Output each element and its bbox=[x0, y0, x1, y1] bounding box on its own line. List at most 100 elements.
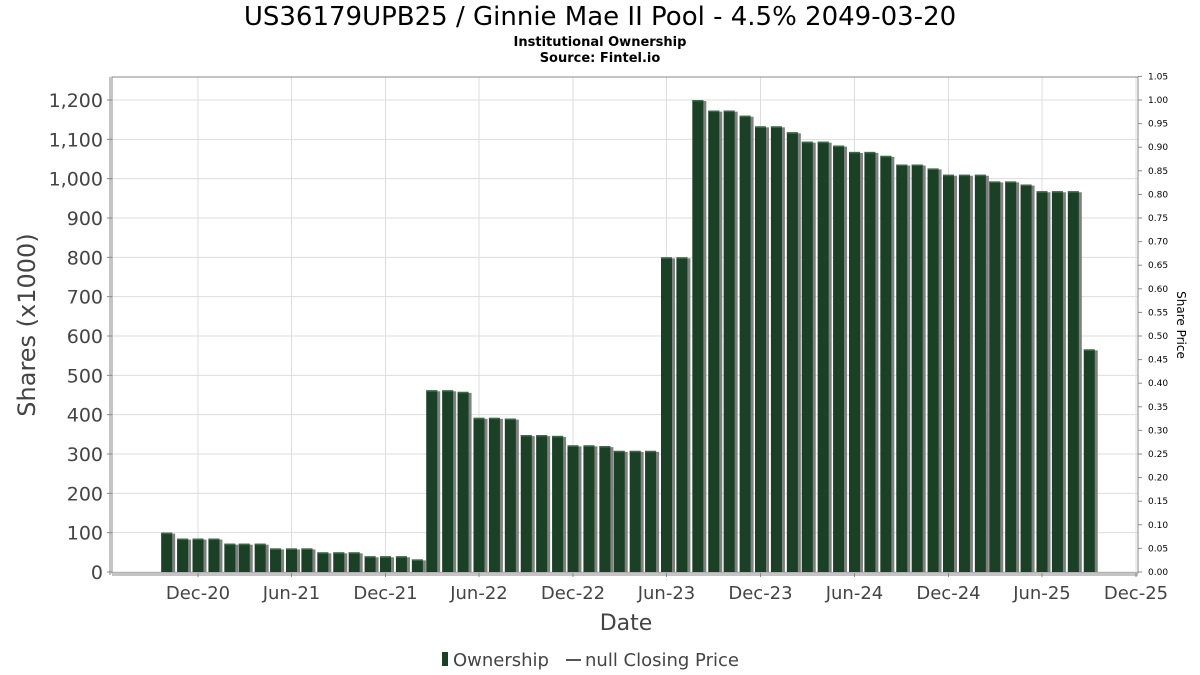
bar-top-edge bbox=[238, 543, 250, 546]
x-tick-label: Dec-22 bbox=[541, 583, 605, 604]
bar-top-edge bbox=[958, 174, 970, 177]
bar-top-edge bbox=[536, 435, 548, 437]
ownership-bar bbox=[567, 445, 579, 572]
y2-axis-label: Share Price bbox=[1174, 291, 1188, 359]
y-tick-label: 900 bbox=[67, 208, 103, 230]
ownership-bar bbox=[224, 543, 236, 572]
ownership-bar bbox=[192, 538, 204, 572]
ownership-bar bbox=[864, 151, 876, 573]
y2-tick-label: 0.45 bbox=[1148, 356, 1168, 366]
bar-top-edge bbox=[1083, 349, 1095, 351]
bar-top-edge bbox=[801, 141, 813, 144]
bar-top-edge bbox=[723, 110, 735, 113]
plot-border bbox=[111, 76, 1139, 574]
ownership-bar bbox=[442, 390, 454, 572]
y2-tick-label: 0.15 bbox=[1148, 497, 1168, 507]
bar-top-edge bbox=[426, 390, 438, 392]
bar-top-edge bbox=[848, 151, 860, 154]
y-tick-label: 500 bbox=[67, 365, 103, 387]
bar-top-edge bbox=[254, 543, 266, 546]
y2-tick-label: 0.70 bbox=[1148, 238, 1168, 248]
bar-top-edge bbox=[880, 155, 892, 158]
y2-tick-label: 0.60 bbox=[1148, 285, 1168, 295]
ownership-bar bbox=[692, 100, 704, 572]
bar-top-edge bbox=[301, 548, 313, 550]
bar-top-edge bbox=[364, 556, 376, 558]
ownership-bar bbox=[552, 435, 564, 572]
bar-top-edge bbox=[1051, 191, 1063, 193]
ownership-bar bbox=[379, 556, 391, 572]
bar-top-edge bbox=[1067, 191, 1079, 193]
ownership-bar bbox=[676, 257, 688, 572]
bar-top-edge bbox=[177, 538, 189, 541]
x-axis-label: Date bbox=[600, 611, 653, 636]
plot-frame bbox=[109, 76, 1139, 576]
y-tick-label: 1,200 bbox=[49, 90, 103, 112]
x-axis: Dec-20 Jun-21 Dec-21 Jun-22 Dec-22 Jun-23 Dec-… bbox=[166, 573, 1168, 604]
ownership-bar bbox=[536, 435, 548, 572]
x-tick-label: Jun-23 bbox=[637, 583, 696, 604]
ownership-bar bbox=[1083, 349, 1095, 572]
ownership-bar bbox=[583, 445, 595, 572]
ownership-bar bbox=[488, 417, 500, 572]
ownership-bar bbox=[880, 155, 892, 572]
chart-source: Source: Fintel.io bbox=[539, 51, 661, 66]
ownership-bar bbox=[739, 115, 751, 572]
y2-tick-label: 0.65 bbox=[1148, 261, 1168, 271]
y2-tick-label: 0.30 bbox=[1148, 426, 1168, 436]
bar-top-edge bbox=[645, 450, 657, 453]
ownership-bar bbox=[208, 538, 220, 572]
y2-tick-label: 0.85 bbox=[1148, 167, 1168, 177]
ownership-bar bbox=[708, 110, 720, 573]
y-tick-label: 400 bbox=[67, 405, 103, 427]
ownership-bar bbox=[364, 556, 376, 572]
ownership-bar bbox=[723, 110, 735, 573]
bar-top-edge bbox=[974, 174, 986, 177]
bar-top-edge bbox=[786, 132, 798, 134]
y2-tick-label: 0.40 bbox=[1148, 379, 1168, 389]
y-axis-label: Shares (x1000) bbox=[13, 233, 41, 416]
ownership-bar bbox=[177, 538, 189, 572]
bar-top-edge bbox=[395, 556, 407, 558]
x-tick-label: Dec-23 bbox=[728, 583, 792, 604]
ownership-bar bbox=[1036, 191, 1048, 572]
x-tick-label: Jun-24 bbox=[825, 583, 884, 604]
ownership-bar bbox=[504, 418, 516, 572]
ownership-bar bbox=[161, 532, 173, 572]
bar-top-edge bbox=[692, 100, 704, 102]
bar-top-edge bbox=[676, 257, 688, 259]
ownership-bar bbox=[317, 552, 329, 572]
y-tick-label: 0 bbox=[91, 562, 103, 584]
y2-tick-label: 0.75 bbox=[1148, 214, 1168, 224]
bar-top-edge bbox=[599, 446, 611, 448]
ownership-bar bbox=[927, 168, 939, 572]
bar-top-edge bbox=[739, 115, 751, 118]
y2-tick-label: 0.50 bbox=[1148, 332, 1168, 342]
y-tick-label: 700 bbox=[67, 287, 103, 309]
y2-tick-label: 0.90 bbox=[1148, 143, 1168, 153]
ownership-bar bbox=[457, 391, 469, 572]
y-tick-label: 1,000 bbox=[49, 169, 103, 191]
ownership-bar bbox=[395, 556, 407, 572]
legend: Ownership null Closing Price bbox=[442, 650, 739, 671]
y2-tick-label: 0.05 bbox=[1148, 544, 1168, 554]
y2-tick-label: 0.00 bbox=[1148, 568, 1168, 578]
ownership-bar bbox=[1067, 191, 1079, 572]
ownership-bar bbox=[974, 174, 986, 572]
bar-top-edge bbox=[348, 552, 360, 554]
y-tick-label: 600 bbox=[67, 326, 103, 348]
bar-top-edge bbox=[754, 126, 766, 128]
bar-top-edge bbox=[192, 538, 204, 541]
y2-tick-label: 0.95 bbox=[1148, 120, 1168, 130]
y2-axis: 0.00 0.05 0.10 0.15 0.20 0.25 0.30 0.35 0.40 0.45… bbox=[1138, 72, 1168, 578]
bar-top-edge bbox=[864, 151, 876, 154]
x-tick-label: Dec-24 bbox=[916, 583, 980, 604]
ownership-bar bbox=[301, 548, 313, 572]
bar-top-edge bbox=[943, 174, 955, 177]
y2-tick-label: 0.20 bbox=[1148, 474, 1168, 484]
ownership-bar bbox=[817, 141, 829, 572]
x-tick-label: Dec-21 bbox=[353, 583, 417, 604]
ownership-bar bbox=[426, 390, 438, 572]
